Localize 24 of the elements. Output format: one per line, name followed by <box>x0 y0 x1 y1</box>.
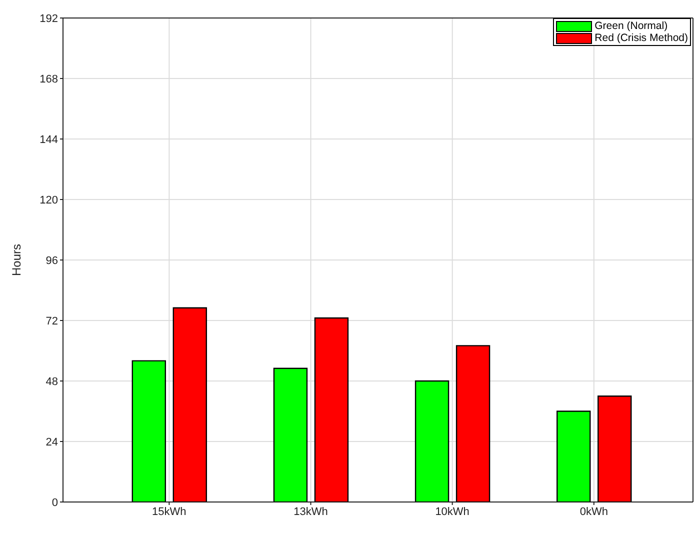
legend-label: Red (Crisis Method) <box>594 32 688 44</box>
y-tick-label: 72 <box>46 315 58 328</box>
bar <box>172 307 207 502</box>
bar <box>314 317 349 502</box>
legend-label: Green (Normal) <box>594 20 668 32</box>
x-tick-label: 15kWh <box>152 506 186 518</box>
bar <box>556 410 591 502</box>
bar <box>273 368 308 502</box>
y-tick-label: 48 <box>46 376 58 388</box>
y-tick-label: 192 <box>40 12 58 25</box>
y-axis-title: Hours <box>9 244 24 276</box>
y-tick-label: 120 <box>40 194 58 206</box>
y-tick-label: 24 <box>46 436 58 448</box>
y-tick-label: 144 <box>40 134 58 146</box>
bar <box>414 380 450 502</box>
x-tick-label: 13kWh <box>294 506 328 518</box>
y-tick-label: 168 <box>40 73 58 86</box>
bar <box>456 345 490 502</box>
bar <box>598 396 632 502</box>
x-tick-label: 10kWh <box>435 506 470 518</box>
bar <box>132 360 166 502</box>
x-tick-label: 0kWh <box>580 506 608 518</box>
y-tick-label: 96 <box>46 254 58 267</box>
y-tick-label: 0 <box>52 496 58 509</box>
